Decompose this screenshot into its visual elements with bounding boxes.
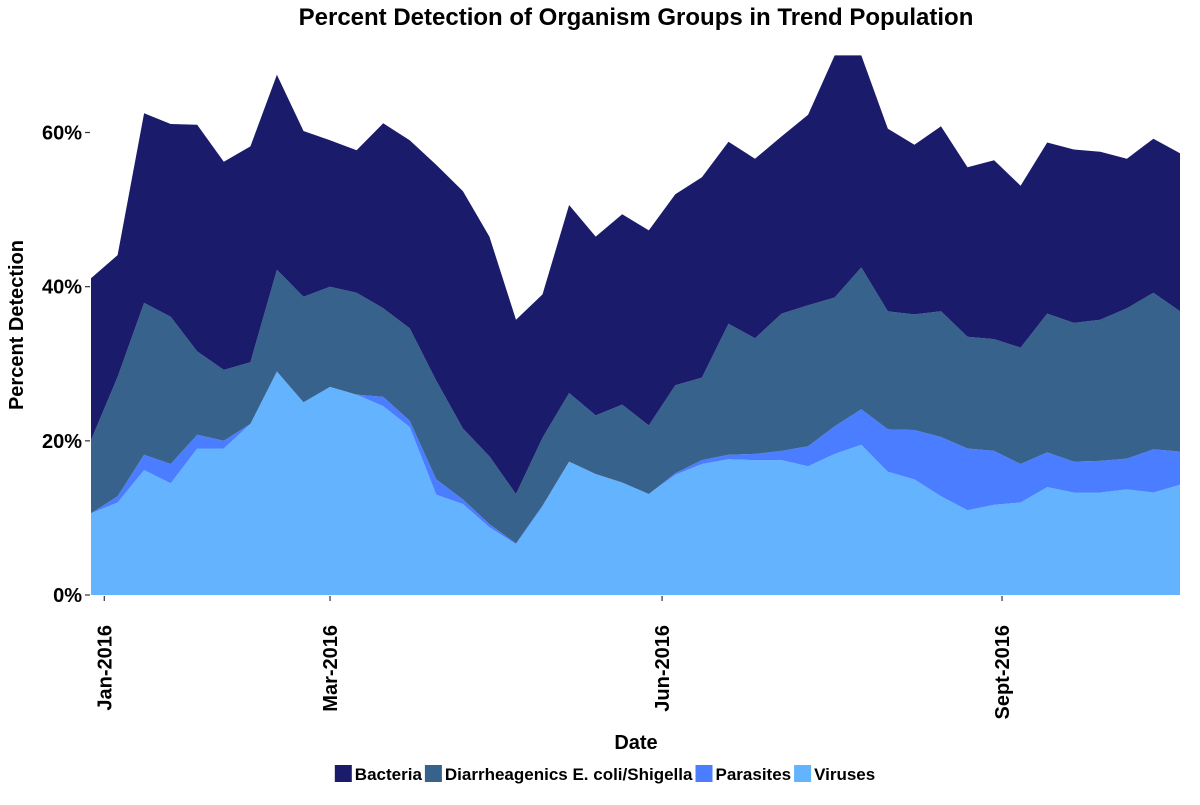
x-tick-label: Jan-2016: [94, 625, 116, 711]
legend-label: Viruses: [814, 765, 875, 784]
series-area-bacteria: [91, 55, 1180, 495]
x-tick-label: Mar-2016: [320, 625, 342, 712]
y-tick-label: 20%: [42, 431, 82, 453]
legend-swatch: [334, 765, 352, 782]
x-tick-label: Jun-2016: [652, 625, 674, 712]
chart-title: Percent Detection of Organism Groups in …: [299, 4, 974, 31]
legend-item-diarrheagenics-e-coli-shigella: Diarrheagenics E. coli/Shigella: [424, 765, 693, 784]
y-axis-label: Percent Detection: [6, 240, 28, 410]
legend-label: Parasites: [716, 765, 792, 784]
x-axis: Jan-2016 Mar-2016 Jun-2016 Sept-2016: [94, 596, 1014, 720]
legend-swatch: [794, 765, 812, 782]
y-tick-label: 40%: [42, 277, 82, 299]
legend-item-bacteria: Bacteria: [334, 765, 423, 784]
series-area-viruses: [91, 371, 1180, 595]
legend-label: Bacteria: [355, 765, 423, 784]
legend-label: Diarrheagenics E. coli/Shigella: [445, 765, 693, 784]
legend-item-parasites: Parasites: [695, 765, 792, 784]
legend-swatch: [695, 765, 713, 782]
series-area-diarrheagenics-e-coli-shigella: [91, 267, 1180, 544]
y-axis: 0% 20% 40% 60%: [42, 123, 90, 607]
y-tick-label: 0%: [53, 585, 82, 607]
y-tick-label: 60%: [42, 123, 82, 145]
x-tick-label: Sept-2016: [992, 625, 1014, 720]
legend: Bacteria Diarrheagenics E. coli/Shigella P…: [334, 765, 875, 784]
x-axis-label: Date: [614, 732, 657, 754]
series-areas: [91, 55, 1180, 595]
legend-item-viruses: Viruses: [794, 765, 875, 784]
series-area-parasites: [91, 371, 1180, 545]
legend-swatch: [424, 765, 442, 782]
